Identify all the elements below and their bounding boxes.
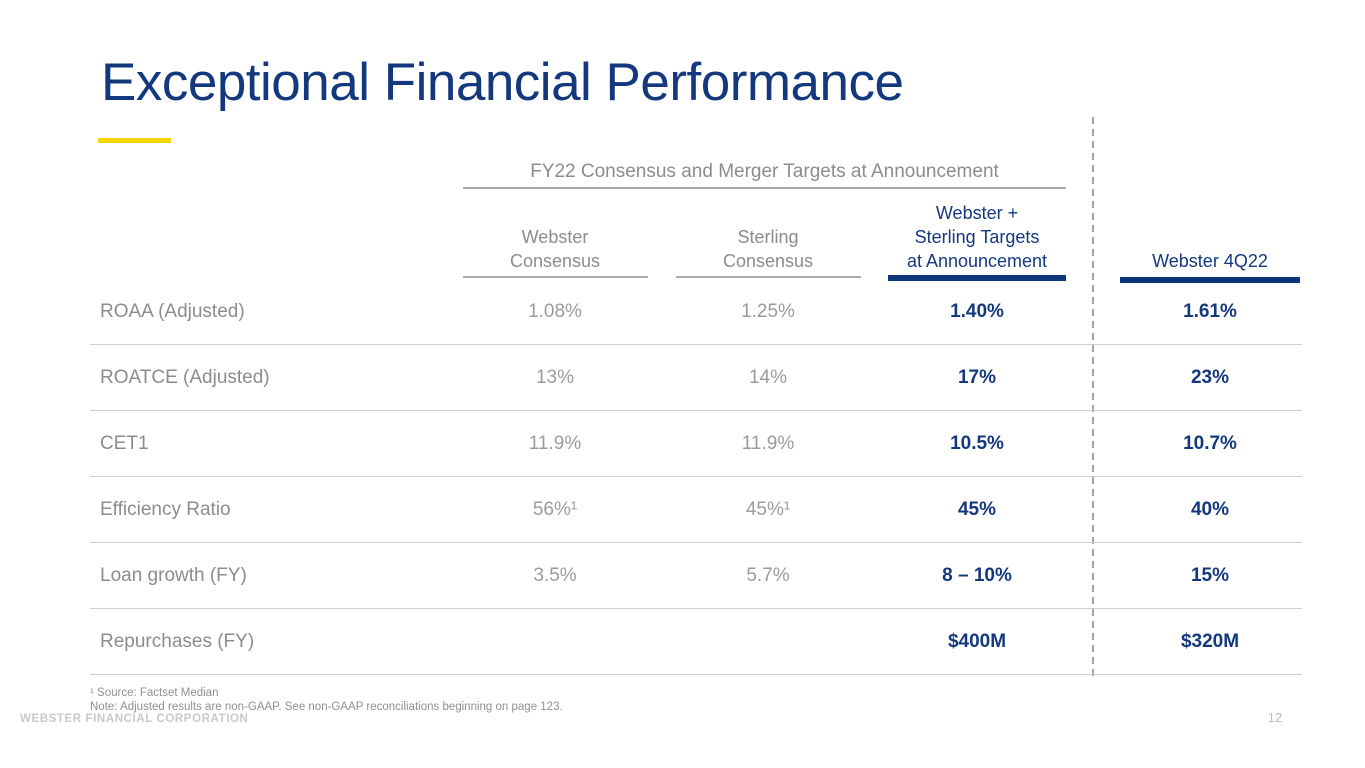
- column-header-webster-consensus: Webster Consensus: [509, 227, 601, 271]
- table-rows: ROAA (Adjusted) 1.08% 1.25% 1.40% 1.61% …: [90, 279, 1302, 675]
- row-label: CET1: [100, 432, 149, 454]
- row-value: 1.08%: [528, 300, 582, 322]
- table-row: ROAA (Adjusted) 1.08% 1.25% 1.40% 1.61%: [90, 279, 1302, 345]
- row-value: 8 – 10%: [942, 564, 1012, 586]
- row-label: Efficiency Ratio: [100, 498, 231, 520]
- row-label: ROATCE (Adjusted): [100, 366, 270, 388]
- row-value: $320M: [1180, 630, 1240, 652]
- row-value: 1.61%: [1183, 300, 1237, 322]
- table-group-header: FY22 Consensus and Merger Targets at Ann…: [530, 161, 999, 182]
- row-value: 5.7%: [746, 564, 790, 586]
- column-underline-sterling-consensus: [676, 276, 861, 278]
- row-value: 11.9%: [528, 432, 582, 454]
- row-value: 3.5%: [533, 564, 577, 586]
- row-value: 15%: [1190, 564, 1230, 586]
- table-group-header-underline: [463, 187, 1066, 189]
- page-title: Exceptional Financial Performance: [101, 53, 904, 112]
- row-label: ROAA (Adjusted): [100, 300, 245, 322]
- row-value: 56%¹: [532, 498, 578, 520]
- footnote-source: ¹ Source: Factset Median: [90, 687, 219, 699]
- column-header-sterling-consensus: Sterling Consensus: [722, 227, 814, 271]
- row-value: 17%: [957, 366, 997, 388]
- row-value: 45%¹: [745, 498, 791, 520]
- page-number: 12: [1267, 710, 1283, 725]
- row-value: 10.7%: [1183, 432, 1237, 454]
- table-row: Loan growth (FY) 3.5% 5.7% 8 – 10% 15%: [90, 543, 1302, 609]
- row-label: Loan growth (FY): [100, 564, 247, 586]
- table-row: Repurchases (FY) $400M $320M: [90, 609, 1302, 675]
- column-underline-merger-targets: [888, 275, 1066, 281]
- row-value: 13%: [535, 366, 575, 388]
- title-accent-underline: [98, 138, 171, 143]
- row-value: 40%: [1190, 498, 1230, 520]
- row-value: 45%: [957, 498, 997, 520]
- row-value: 14%: [748, 366, 788, 388]
- table-row: CET1 11.9% 11.9% 10.5% 10.7%: [90, 411, 1302, 477]
- table-row: ROATCE (Adjusted) 13% 14% 17% 23%: [90, 345, 1302, 411]
- column-header-merger-targets: Webster + Sterling Targets at Announceme…: [906, 203, 1048, 271]
- footnote-note: Note: Adjusted results are non-GAAP. See…: [90, 701, 563, 713]
- row-label: Repurchases (FY): [100, 630, 255, 652]
- row-value: 1.40%: [950, 300, 1004, 322]
- row-value: 11.9%: [741, 432, 795, 454]
- column-header-webster-4q22: Webster 4Q22: [1152, 251, 1268, 271]
- company-name: WEBSTER FINANCIAL CORPORATION: [20, 713, 249, 725]
- table-row: Efficiency Ratio 56%¹ 45%¹ 45% 40%: [90, 477, 1302, 543]
- column-underline-webster-consensus: [463, 276, 648, 278]
- row-value: 1.25%: [741, 300, 795, 322]
- vertical-dashed-divider: [1092, 117, 1094, 677]
- footnotes: ¹ Source: Factset Median Note: Adjusted …: [90, 686, 563, 714]
- row-value: $400M: [947, 630, 1007, 652]
- column-underline-webster-4q22: [1120, 277, 1300, 283]
- row-value: 10.5%: [950, 432, 1004, 454]
- row-value: 23%: [1190, 366, 1230, 388]
